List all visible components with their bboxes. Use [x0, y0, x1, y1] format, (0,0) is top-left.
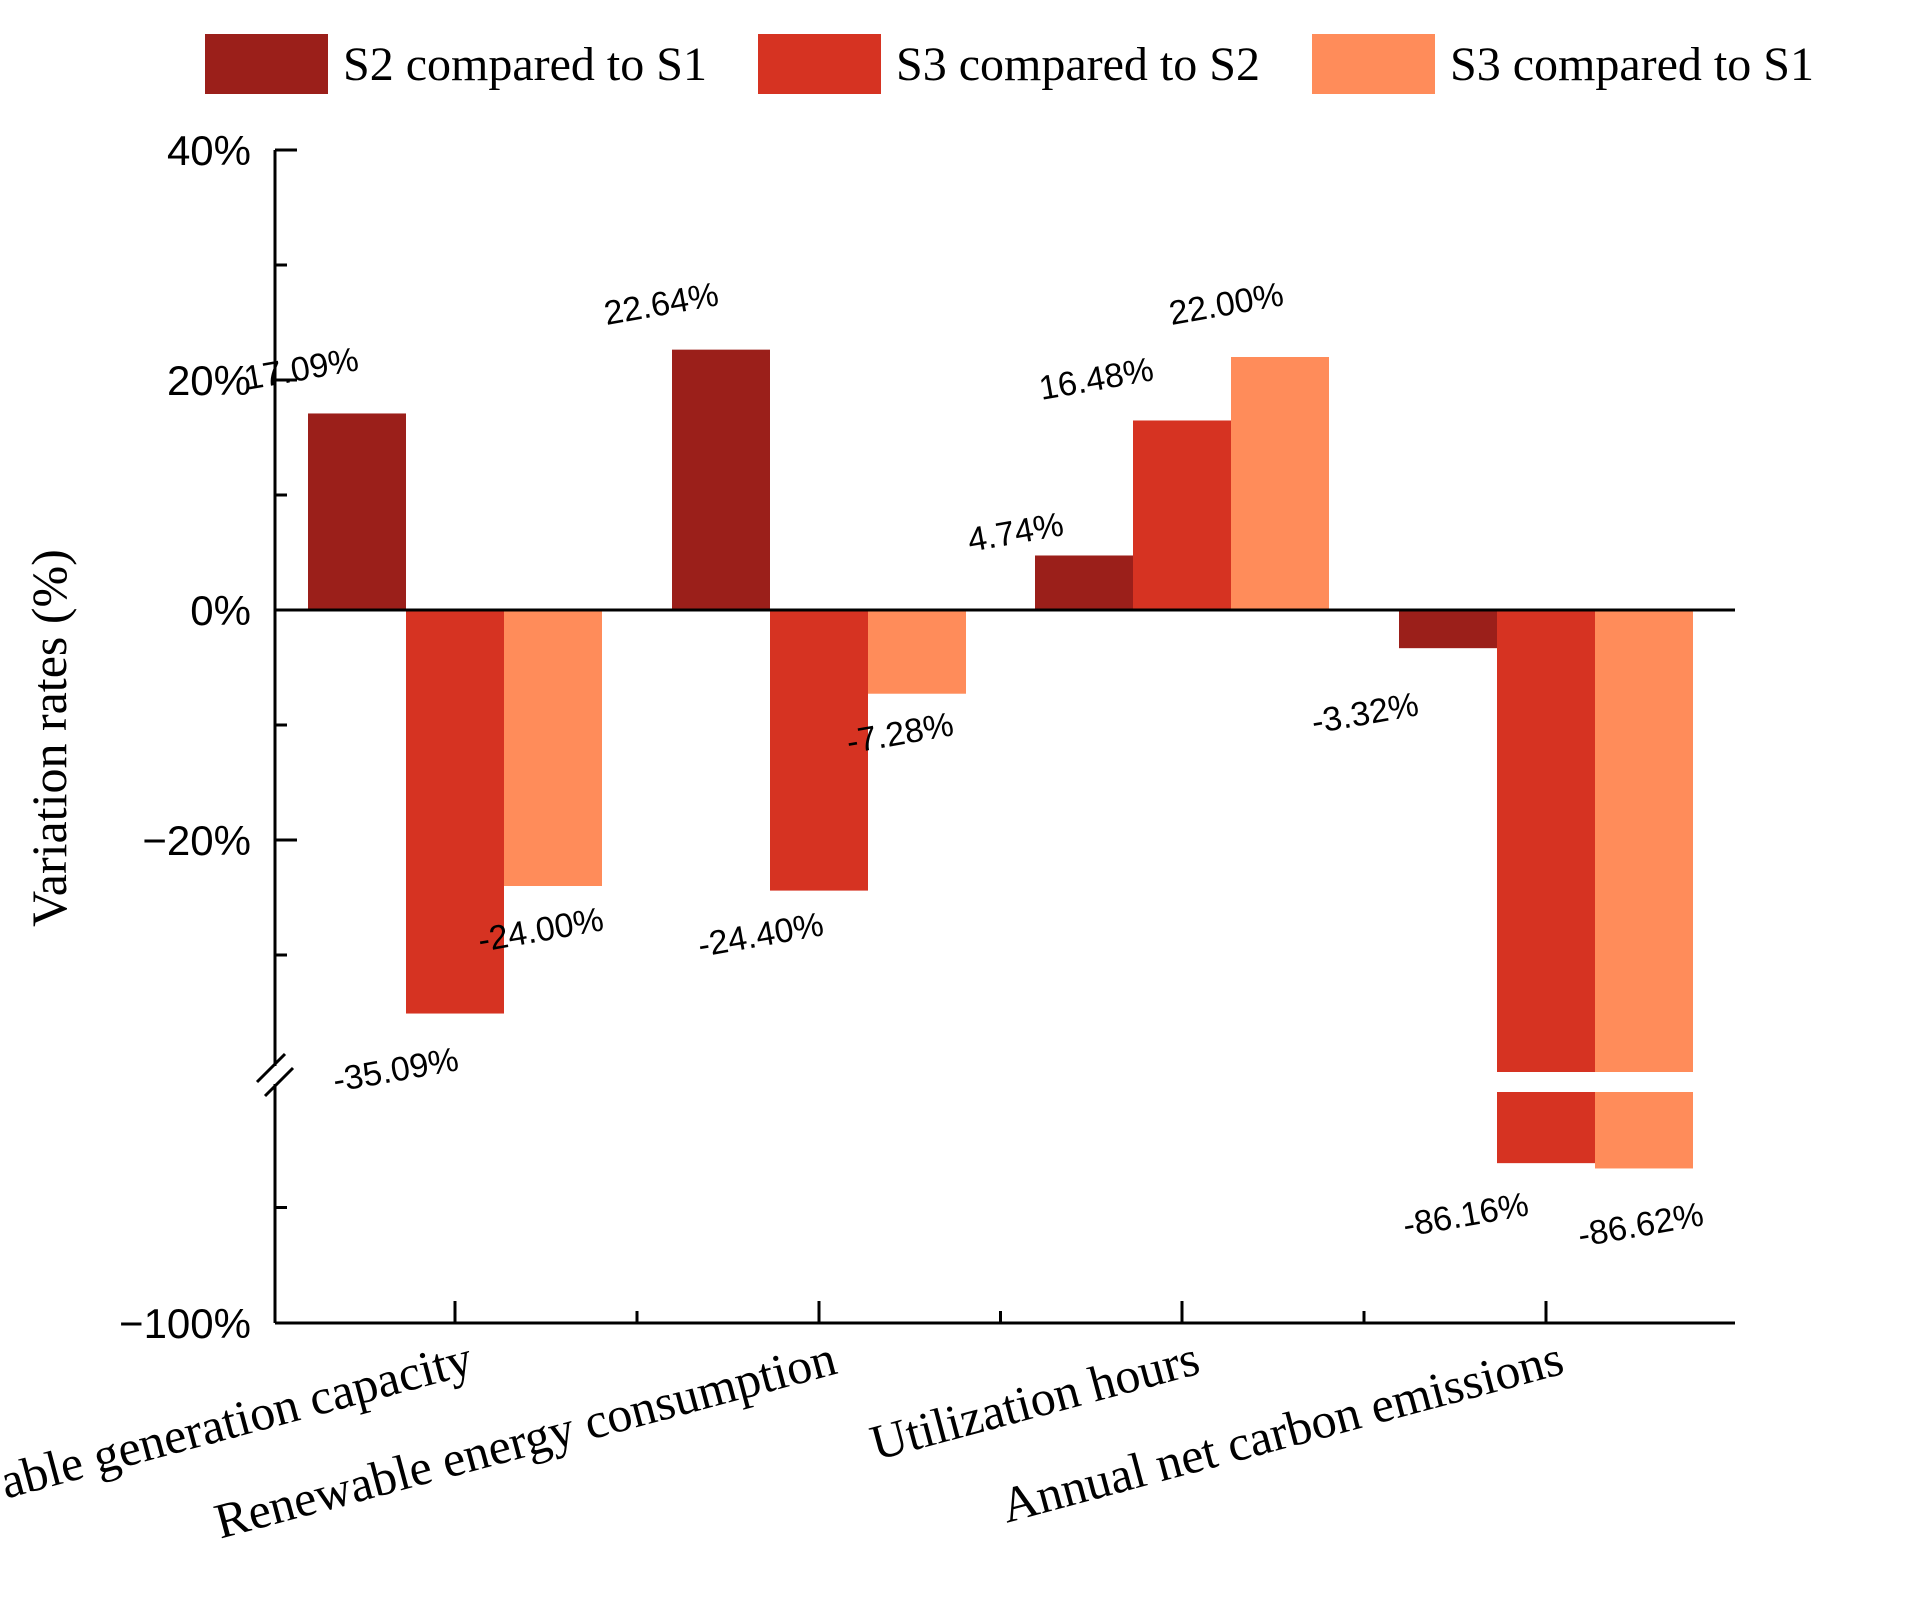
y-tick-label: −20% [142, 817, 251, 864]
y-tick-label: 40% [167, 127, 251, 174]
bar-0-0 [308, 413, 406, 610]
data-label: 17.09% [241, 340, 361, 397]
bar-upper-1-3 [1497, 610, 1595, 1072]
bar-2-1 [868, 610, 966, 694]
legend-swatch [1312, 34, 1435, 94]
y-tick-label: −100% [119, 1300, 251, 1347]
legend-label: S3 compared to S1 [1450, 38, 1814, 91]
bar-lower-2-3 [1595, 1092, 1693, 1169]
bar-0-1 [672, 349, 770, 610]
bar-0-2 [1035, 555, 1133, 610]
data-label: -24.40% [695, 905, 826, 964]
y-axis-title: Variation rates (%) [21, 549, 77, 927]
data-label: -3.32% [1309, 685, 1422, 741]
axis-break-mark-1 [255, 1052, 287, 1084]
bar-2-2 [1231, 357, 1329, 610]
data-label: -86.16% [1400, 1185, 1531, 1244]
data-label: 22.00% [1166, 275, 1286, 332]
data-label: 22.64% [601, 275, 721, 332]
y-tick-label: 0% [190, 587, 251, 634]
bar-upper-2-3 [1595, 610, 1693, 1072]
data-label: 16.48% [1036, 350, 1156, 407]
legend: S2 compared to S1 S3 compared to S2 S3 com… [205, 34, 1814, 94]
data-label: -86.62% [1575, 1195, 1706, 1254]
data-label: -35.09% [330, 1040, 461, 1099]
bar-lower-1-3 [1497, 1092, 1595, 1164]
axis-break-mark-2 [263, 1066, 295, 1098]
y-tick-label: 20% [167, 357, 251, 404]
bar-2-0 [504, 610, 602, 886]
bar-1-0 [406, 610, 504, 1014]
bar-0-3 [1399, 610, 1497, 649]
legend-label: S2 compared to S1 [343, 38, 707, 91]
bar-1-2 [1133, 420, 1231, 610]
legend-label: S3 compared to S2 [896, 38, 1260, 91]
legend-swatch [758, 34, 881, 94]
legend-swatch [205, 34, 328, 94]
bars [308, 349, 1693, 1169]
data-label: 4.74% [965, 505, 1067, 559]
x-category-label: Renewable energy consumption [209, 1330, 842, 1550]
bar-1-1 [770, 610, 868, 891]
